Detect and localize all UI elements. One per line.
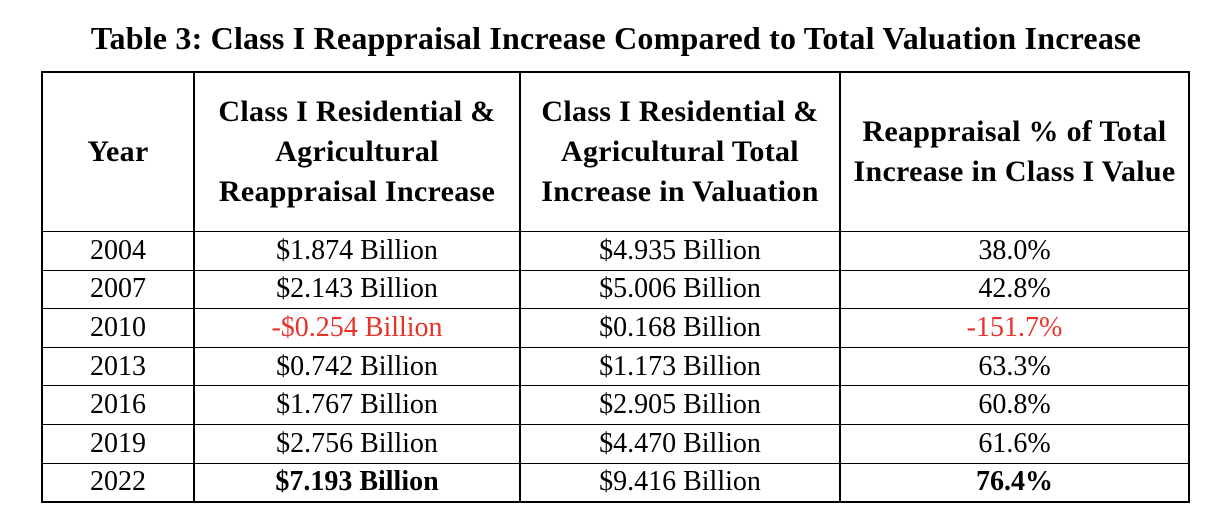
table-row: 2016 $1.767 Billion $2.905 Billion 60.8% [41, 385, 1190, 425]
cell-reappraisal: $2.756 Billion [193, 424, 521, 464]
cell-percent: 60.8% [839, 385, 1190, 425]
cell-total: $2.905 Billion [519, 385, 841, 425]
cell-total: $9.416 Billion [519, 463, 841, 504]
cell-year: 2007 [41, 270, 195, 310]
table-row: 2004 $1.874 Billion $4.935 Billion 38.0% [41, 231, 1190, 271]
cell-reappraisal-negative: -$0.254 Billion [193, 308, 521, 348]
cell-year: 2016 [41, 385, 195, 425]
cell-reappraisal-highlight: $7.193 Billion [193, 463, 521, 504]
cell-reappraisal: $1.767 Billion [193, 385, 521, 425]
table-row: 2013 $0.742 Billion $1.173 Billion 63.3% [41, 347, 1190, 387]
header-reappraisal-increase: Class I Residential & Agricultural Reapp… [193, 71, 521, 232]
table-row: 2010 -$0.254 Billion $0.168 Billion -151… [41, 308, 1190, 348]
table-row: 2019 $2.756 Billion $4.470 Billion 61.6% [41, 424, 1190, 464]
cell-percent: 42.8% [839, 270, 1190, 310]
header-reappraisal-percent: Reappraisal % of Total Increase in Class… [839, 71, 1190, 232]
table-row: 2022 $7.193 Billion $9.416 Billion 76.4% [41, 463, 1190, 504]
cell-percent: 38.0% [839, 231, 1190, 271]
valuation-table: Year Class I Residential & Agricultural … [41, 71, 1190, 504]
cell-percent-negative: -151.7% [839, 308, 1190, 348]
cell-total: $0.168 Billion [519, 308, 841, 348]
table-title: Table 3: Class I Reappraisal Increase Co… [90, 20, 1142, 56]
cell-reappraisal: $0.742 Billion [193, 347, 521, 387]
cell-year: 2022 [41, 463, 195, 504]
cell-percent: 61.6% [839, 424, 1190, 464]
cell-year: 2019 [41, 424, 195, 464]
cell-reappraisal: $2.143 Billion [193, 270, 521, 310]
cell-percent: 63.3% [839, 347, 1190, 387]
cell-reappraisal: $1.874 Billion [193, 231, 521, 271]
table-header-row: Year Class I Residential & Agricultural … [41, 71, 1190, 232]
cell-percent-highlight: 76.4% [839, 463, 1190, 504]
cell-year: 2010 [41, 308, 195, 348]
cell-total: $4.935 Billion [519, 231, 841, 271]
cell-total: $4.470 Billion [519, 424, 841, 464]
table-row: 2007 $2.143 Billion $5.006 Billion 42.8% [41, 270, 1190, 310]
cell-year: 2013 [41, 347, 195, 387]
cell-total: $1.173 Billion [519, 347, 841, 387]
header-year: Year [41, 71, 195, 232]
cell-year: 2004 [41, 231, 195, 271]
header-total-increase: Class I Residential & Agricultural Total… [519, 71, 841, 232]
cell-total: $5.006 Billion [519, 270, 841, 310]
